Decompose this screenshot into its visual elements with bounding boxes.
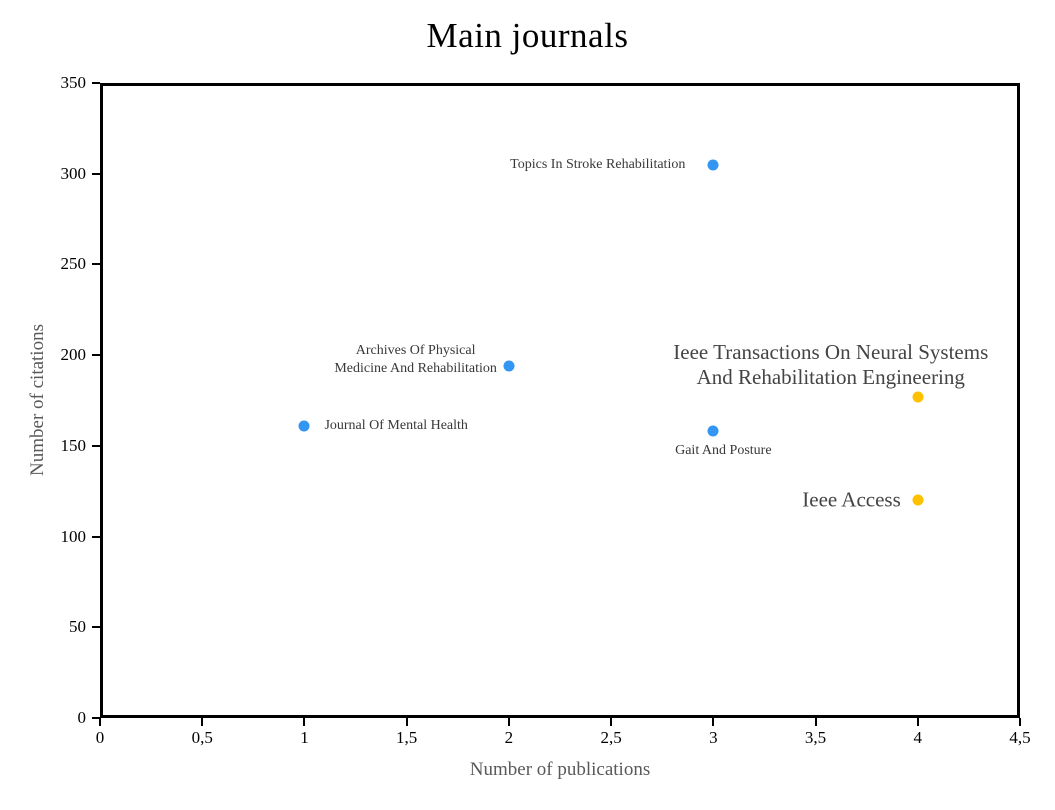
point-label: Archives Of Physical Medicine And Rehabil… <box>334 343 497 377</box>
data-point <box>298 420 310 432</box>
point-label: Gait And Posture <box>675 443 772 459</box>
x-tick-label: 0 <box>95 728 105 747</box>
point-label: Journal Of Mental Health <box>324 417 468 433</box>
plot-frame <box>100 83 1020 718</box>
x-tick-mark <box>916 718 919 726</box>
y-tick-label: 300 <box>60 163 87 183</box>
data-point <box>707 425 719 437</box>
y-tick-label: 150 <box>60 435 87 455</box>
chart-title: Main journals <box>426 16 629 55</box>
data-point <box>707 159 719 171</box>
x-tick-mark <box>610 718 613 726</box>
x-tick-mark <box>201 718 204 726</box>
y-tick-mark <box>92 626 100 629</box>
y-tick-label: 200 <box>60 345 87 365</box>
y-tick-mark <box>92 444 100 447</box>
y-tick-mark <box>92 172 100 175</box>
y-axis-title: Number of citations <box>27 324 48 476</box>
plot-area: 0 0,5 1 1,5 2 2,5 3 3,5 4 4,5 0 50 100 150 200 250 300 35… <box>61 73 1031 747</box>
x-tick-mark <box>303 718 306 726</box>
data-point <box>912 494 924 506</box>
y-tick-mark <box>92 535 100 538</box>
y-tick-label: 0 <box>77 708 87 727</box>
point-label: Topics In Stroke Rehabilitation <box>510 156 686 172</box>
x-tick-label: 3,5 <box>804 728 827 747</box>
y-tick-mark <box>92 82 100 84</box>
x-tick-mark <box>1019 718 1021 726</box>
y-tick-label: 100 <box>60 526 87 546</box>
x-tick-label: 0,5 <box>191 728 213 747</box>
x-tick-mark <box>507 718 510 726</box>
x-axis-title: Number of publications <box>469 759 651 780</box>
x-tick-mark <box>712 718 715 726</box>
x-tick-label: 1,5 <box>396 728 418 747</box>
x-tick-label: 4 <box>913 728 923 747</box>
x-tick-label: 4,5 <box>1009 728 1031 747</box>
x-tick-mark <box>99 718 101 726</box>
x-tick-mark <box>405 718 408 726</box>
x-tick-label: 3 <box>709 728 718 747</box>
data-point <box>912 391 924 403</box>
y-tick-mark <box>92 354 100 357</box>
y-tick-label: 50 <box>69 617 86 637</box>
point-label: Ieee Access <box>802 487 901 512</box>
x-tick-label: 1 <box>300 728 309 747</box>
y-tick-mark <box>92 717 100 719</box>
data-point <box>503 360 515 372</box>
x-tick-label: 2,5 <box>600 728 622 747</box>
y-tick-label: 350 <box>60 73 87 92</box>
y-tick-mark <box>92 263 100 266</box>
point-label: Ieee Transactions On Neural Systems And R… <box>673 339 989 389</box>
y-tick-label: 250 <box>60 254 87 274</box>
x-tick-label: 2 <box>504 728 514 747</box>
x-tick-mark <box>814 718 817 726</box>
